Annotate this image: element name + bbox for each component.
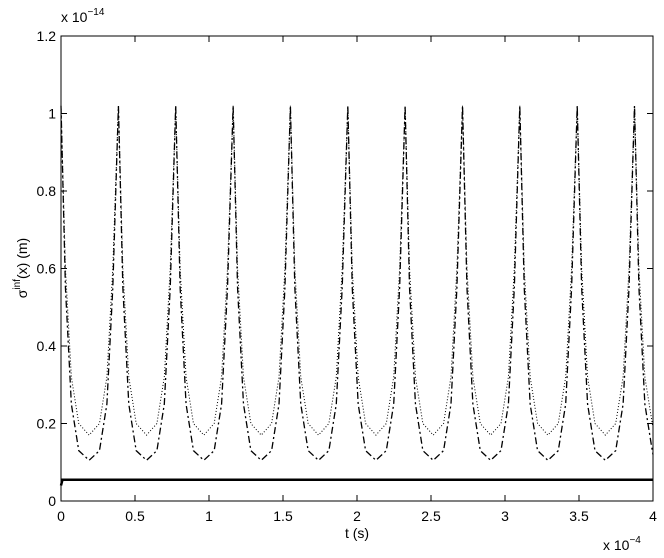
x-tick-label: 2 (353, 508, 361, 524)
y-tick-label: 0.8 (37, 183, 57, 199)
y-tick-label: 1.2 (37, 28, 57, 44)
y-label-base: σ (14, 289, 30, 298)
x-tick-label: 2.5 (421, 508, 441, 524)
y-multiplier-base: x 10 (61, 9, 88, 25)
x-multiplier-exponent: −4 (629, 535, 641, 546)
x-multiplier-base: x 10 (603, 537, 630, 553)
x-multiplier: x 10−4 (603, 535, 641, 553)
y-label-sup: inf (12, 279, 23, 290)
x-axis-label: t (s) (345, 525, 369, 541)
y-tick-label: 0.6 (37, 261, 57, 277)
y-tick-label: 0.4 (37, 338, 57, 354)
y-multiplier: x 10−14 (61, 7, 105, 25)
series-line (60, 105, 654, 462)
x-tick-label: 1 (205, 508, 213, 524)
y-tick-label: 0 (48, 493, 56, 509)
x-tick-label: 3 (501, 508, 509, 524)
series-line (59, 478, 653, 486)
series-line (60, 105, 654, 436)
y-label-rest: (x) (m) (14, 238, 30, 279)
y-tick-label: 0.2 (37, 416, 57, 432)
x-tick-label: 4 (649, 508, 657, 524)
y-tick-label: 1 (48, 106, 56, 122)
plot-box (60, 35, 654, 502)
x-tick-label: 3.5 (569, 508, 589, 524)
y-axis-label: σinf(x) (m) (12, 238, 30, 298)
x-tick-label: 0 (57, 508, 65, 524)
y-multiplier-exponent: −14 (87, 7, 104, 18)
x-tick-label: 1.5 (273, 508, 293, 524)
x-tick-label: 0.5 (125, 508, 145, 524)
